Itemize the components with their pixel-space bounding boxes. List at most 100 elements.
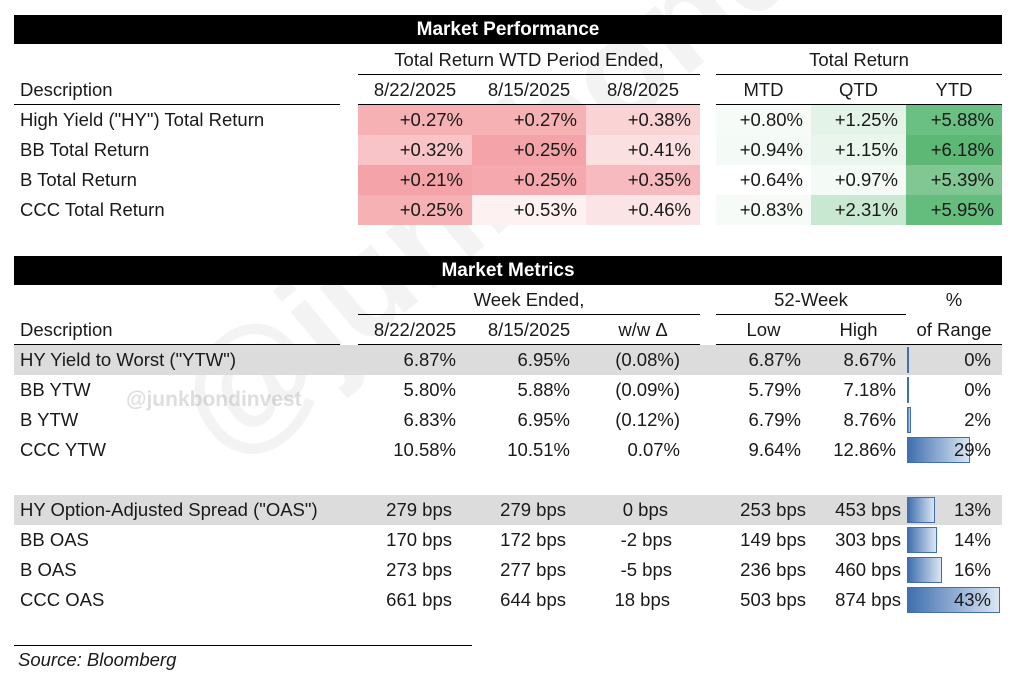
divider bbox=[358, 314, 700, 315]
cell-value: +0.53% bbox=[513, 199, 577, 220]
range-bar bbox=[907, 437, 970, 463]
range-bar bbox=[907, 587, 1000, 613]
cell-value: +0.21% bbox=[399, 169, 463, 190]
cell-value: +0.64% bbox=[739, 169, 803, 190]
cell-value: 18 bps bbox=[614, 589, 670, 610]
cell-value: 170 bps bbox=[386, 529, 452, 550]
divider bbox=[716, 74, 1002, 75]
cell-value: 661 bps bbox=[386, 589, 452, 610]
cell-value: +0.35% bbox=[627, 169, 691, 190]
cell-value: 6.87% bbox=[403, 349, 456, 370]
cell-value: 5.79% bbox=[748, 379, 801, 400]
highlight-row-bg bbox=[14, 495, 1002, 525]
group-header-wtd: Total Return WTD Period Ended, bbox=[394, 49, 664, 70]
col-header: MTD bbox=[743, 79, 784, 100]
cell-value: -2 bps bbox=[620, 529, 672, 550]
heat-cell bbox=[472, 135, 586, 165]
cell-value: 644 bps bbox=[500, 589, 566, 610]
heat-cell bbox=[906, 135, 1002, 165]
row-label: CCC Total Return bbox=[20, 199, 165, 220]
group-header-total-return: Total Return bbox=[809, 49, 909, 70]
pct-value: 14% bbox=[953, 529, 991, 550]
cell-value: 9.64% bbox=[748, 439, 801, 460]
heat-cell bbox=[358, 165, 472, 195]
divider bbox=[358, 104, 700, 105]
heat-cell bbox=[716, 195, 811, 225]
col-header: 8/22/2025 bbox=[373, 319, 457, 340]
cell-value: +5.95% bbox=[930, 199, 994, 220]
row-label: B Total Return bbox=[20, 169, 137, 190]
cell-value: 253 bps bbox=[740, 499, 806, 520]
col-header: 8/8/2025 bbox=[606, 79, 679, 100]
heat-cell bbox=[811, 195, 906, 225]
metrics-title: Market Metrics bbox=[14, 256, 1002, 285]
cell-value: 5.88% bbox=[517, 379, 570, 400]
cell-value: +0.80% bbox=[739, 109, 803, 130]
cell-value: 277 bps bbox=[500, 559, 566, 580]
range-bar bbox=[907, 527, 937, 553]
group-header-week: Week Ended, bbox=[473, 289, 585, 310]
cell-value: 874 bps bbox=[835, 589, 901, 610]
performance-title: Market Performance bbox=[14, 15, 1002, 44]
pct-header-top: % bbox=[945, 289, 963, 310]
cell-value: +0.32% bbox=[399, 139, 463, 160]
divider bbox=[716, 344, 1002, 345]
cell-value: 0.07% bbox=[627, 439, 680, 460]
cell-value: 10.58% bbox=[393, 439, 456, 460]
cell-value: 453 bps bbox=[835, 499, 901, 520]
heat-cell bbox=[586, 135, 700, 165]
cell-value: 460 bps bbox=[835, 559, 901, 580]
row-label: BB Total Return bbox=[20, 139, 150, 160]
cell-value: +1.15% bbox=[834, 139, 898, 160]
heat-cell bbox=[586, 165, 700, 195]
description-header: Description bbox=[20, 79, 113, 100]
cell-value: 172 bps bbox=[500, 529, 566, 550]
range-bar bbox=[907, 557, 942, 583]
cell-value: 0 bps bbox=[622, 499, 668, 520]
cell-value: +1.25% bbox=[834, 109, 898, 130]
cell-value: 7.18% bbox=[843, 379, 896, 400]
col-header: YTD bbox=[935, 79, 973, 100]
cell-value: +0.25% bbox=[513, 169, 577, 190]
cell-value: +0.38% bbox=[627, 109, 691, 130]
heat-cell bbox=[906, 165, 1002, 195]
col-header: Low bbox=[746, 319, 781, 340]
cell-value: +0.46% bbox=[627, 199, 691, 220]
divider bbox=[716, 314, 906, 315]
cell-value: +0.25% bbox=[513, 139, 577, 160]
divider bbox=[358, 344, 700, 345]
cell-value: 303 bps bbox=[835, 529, 901, 550]
row-label: B OAS bbox=[20, 559, 77, 580]
range-bar bbox=[907, 347, 909, 373]
cell-value: 8.76% bbox=[843, 409, 896, 430]
cell-value: (0.12%) bbox=[615, 409, 680, 430]
cell-value: 6.95% bbox=[517, 409, 570, 430]
row-label: HY Option-Adjusted Spread ("OAS") bbox=[20, 499, 318, 520]
pct-value: 13% bbox=[953, 499, 991, 520]
cell-value: 5.80% bbox=[403, 379, 456, 400]
divider bbox=[358, 74, 700, 75]
heat-cell bbox=[811, 165, 906, 195]
footer-divider bbox=[14, 645, 472, 646]
cell-value: 8.67% bbox=[843, 349, 896, 370]
cell-value: +0.27% bbox=[399, 109, 463, 130]
pct-value: 16% bbox=[953, 559, 991, 580]
cell-value: 6.83% bbox=[403, 409, 456, 430]
pct-value: 43% bbox=[953, 589, 991, 610]
range-bar bbox=[907, 377, 909, 403]
cell-value: +0.94% bbox=[739, 139, 803, 160]
heat-cell bbox=[906, 105, 1002, 135]
pct-value: 2% bbox=[964, 409, 991, 430]
cell-value: 236 bps bbox=[740, 559, 806, 580]
col-header: 8/15/2025 bbox=[487, 319, 571, 340]
cell-value: +6.18% bbox=[930, 139, 994, 160]
source-note: Source: Bloomberg bbox=[18, 649, 177, 670]
col-header: High bbox=[839, 319, 878, 340]
row-label: High Yield ("HY") Total Return bbox=[20, 109, 265, 130]
group-header-52-week: 52-Week bbox=[774, 289, 848, 310]
heat-cell bbox=[586, 105, 700, 135]
cell-value: (0.09%) bbox=[615, 379, 680, 400]
heat-cell bbox=[811, 135, 906, 165]
cell-value: 149 bps bbox=[740, 529, 806, 550]
range-bar bbox=[907, 407, 911, 433]
